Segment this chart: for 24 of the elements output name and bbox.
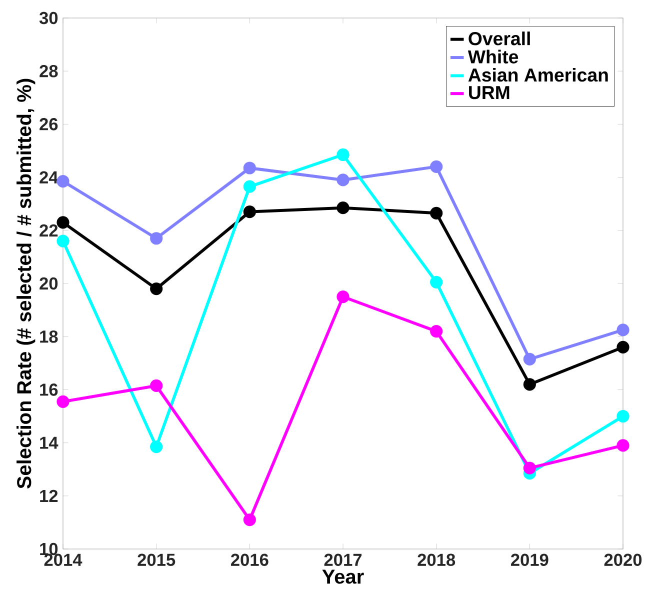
legend-label: Asian American [468, 68, 608, 82]
y-tick-label: 10 [40, 542, 58, 556]
y-tick-label: 14 [40, 436, 58, 449]
x-tick-label: 2018 [418, 554, 456, 566]
y-tick-label: 30 [39, 12, 58, 24]
x-axis-title: Year [322, 570, 364, 584]
legend-label: White [468, 50, 518, 64]
y-tick-label: 20 [40, 277, 58, 290]
y-tick-label: 16 [40, 384, 58, 396]
y-tick-label: 28 [40, 64, 58, 78]
x-tick-label: 2019 [511, 554, 548, 566]
y-tick-label: 22 [40, 224, 58, 236]
x-tick-label: 2015 [138, 554, 176, 566]
x-tick-label: 2017 [324, 554, 362, 566]
x-tick-label: 2014 [44, 554, 82, 566]
y-axis-title: Selection Rate (# selected / # submitted, %) [16, 78, 36, 489]
y-tick-label: 18 [40, 330, 58, 343]
legend-label: URM [469, 86, 510, 100]
x-tick-label: 2020 [604, 554, 642, 566]
legend-label: Overall [468, 32, 530, 46]
y-tick-label: 12 [40, 490, 58, 502]
y-tick-label: 24 [40, 171, 58, 184]
y-tick-label: 26 [40, 118, 58, 130]
x-tick-label: 2016 [230, 554, 268, 566]
